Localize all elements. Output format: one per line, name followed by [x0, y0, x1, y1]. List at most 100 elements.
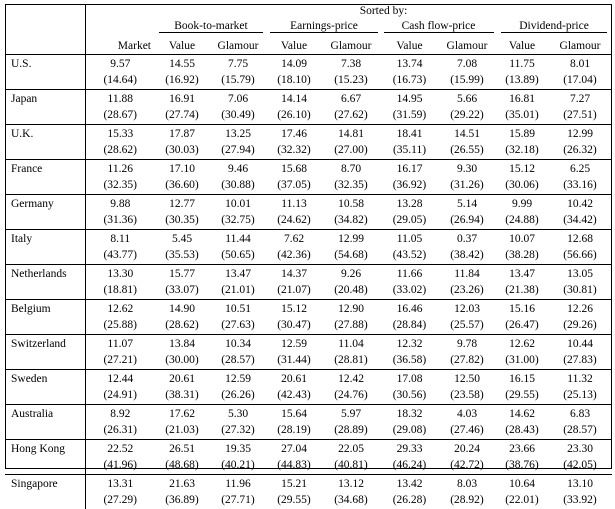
return-value: 11.44: [209, 230, 267, 246]
std-dev-value: (27.00): [321, 140, 381, 160]
return-value: 16.81: [496, 90, 548, 106]
country-name: Australia: [5, 405, 85, 421]
table-header: Sorted by: Book-to-market Earnings-price…: [5, 4, 612, 55]
return-value: 10.42: [548, 195, 612, 211]
std-dev-value: (27.63): [209, 315, 267, 335]
std-dev-value: (21.07): [267, 280, 321, 300]
std-dev-value: (29.05): [381, 210, 438, 230]
std-dev-value: (15.79): [209, 70, 267, 90]
std-dev-value: (27.71): [209, 490, 267, 509]
std-dev-value: (27.62): [321, 105, 381, 125]
std-dev-value: (26.55): [438, 140, 496, 160]
group-book-to-market: Book-to-market: [155, 18, 267, 34]
std-dev-value: (27.74): [155, 105, 209, 125]
std-dev-value: (36.58): [381, 350, 438, 370]
country-blank: [5, 315, 85, 335]
std-dev-value: (38.31): [155, 385, 209, 405]
return-value: 11.84: [438, 265, 496, 281]
country-blank: [5, 175, 85, 195]
std-dev-value: (21.38): [496, 280, 548, 300]
return-value: 11.05: [381, 230, 438, 246]
std-dev-value: (35.53): [155, 245, 209, 265]
return-value: 13.84: [155, 335, 209, 351]
group-dividend-price: Dividend-price: [496, 18, 612, 34]
std-dev-value: (36.92): [381, 175, 438, 195]
std-dev-value: (28.62): [155, 315, 209, 335]
return-value: 16.46: [381, 300, 438, 316]
return-value: 9.46: [209, 160, 267, 176]
return-value: 6.25: [548, 160, 612, 176]
return-value: 12.59: [209, 370, 267, 386]
return-value: 20.61: [267, 370, 321, 386]
return-value: 7.08: [438, 55, 496, 71]
return-value: 13.30: [85, 265, 155, 281]
return-value: 9.78: [438, 335, 496, 351]
header-corner-2: [5, 18, 85, 34]
return-value: 5.66: [438, 90, 496, 106]
std-dev-value: (30.03): [155, 140, 209, 160]
std-dev-value: (41.96): [85, 455, 155, 475]
column-bm-glamour: Glamour: [209, 34, 267, 55]
std-dev-value: (56.66): [548, 245, 612, 265]
country-blank: [5, 455, 85, 475]
std-dev-value: (26.32): [548, 140, 612, 160]
country-name: France: [5, 160, 85, 176]
return-value: 8.92: [85, 405, 155, 421]
return-value: 13.05: [548, 265, 612, 281]
std-dev-value: (29.08): [381, 420, 438, 440]
std-dev-value: (42.36): [267, 245, 321, 265]
table-row-tstats: (43.77)(35.53)(50.65)(42.36)(54.68)(43.5…: [5, 245, 612, 265]
column-bm-value: Value: [155, 34, 209, 55]
group-earnings-price: Earnings-price: [267, 18, 381, 34]
std-dev-value: (15.99): [438, 70, 496, 90]
return-value: 17.08: [381, 370, 438, 386]
return-value: 12.77: [155, 195, 209, 211]
std-dev-value: (16.73): [381, 70, 438, 90]
table-row-tstats: (28.67)(27.74)(30.49)(26.10)(27.62)(31.5…: [5, 105, 612, 125]
return-value: 17.10: [155, 160, 209, 176]
return-value: 9.88: [85, 195, 155, 211]
std-dev-value: (25.88): [85, 315, 155, 335]
std-dev-value: (42.05): [548, 455, 612, 475]
country-blank: [5, 490, 85, 509]
return-value: 0.37: [438, 230, 496, 246]
return-value: 8.03: [438, 475, 496, 491]
std-dev-value: (15.23): [321, 70, 381, 90]
return-value: 13.31: [85, 475, 155, 491]
return-value: 11.66: [381, 265, 438, 281]
return-value: 16.15: [496, 370, 548, 386]
std-dev-value: (32.18): [496, 140, 548, 160]
std-dev-value: (29.26): [548, 315, 612, 335]
return-value: 29.33: [381, 440, 438, 456]
std-dev-value: (26.10): [267, 105, 321, 125]
return-value: 9.26: [321, 265, 381, 281]
table-row-tstats: (27.29)(36.89)(27.71)(29.55)(34.68)(26.2…: [5, 490, 612, 509]
country-name: Germany: [5, 195, 85, 211]
return-value: 6.83: [548, 405, 612, 421]
std-dev-value: (30.06): [496, 175, 548, 195]
table-row-tstats: (32.35)(36.60)(30.88)(37.05)(32.35)(36.9…: [5, 175, 612, 195]
std-dev-value: (32.32): [267, 140, 321, 160]
std-dev-value: (24.62): [267, 210, 321, 230]
std-dev-value: (28.57): [209, 350, 267, 370]
return-value: 10.44: [548, 335, 612, 351]
return-value: 27.04: [267, 440, 321, 456]
std-dev-value: (27.83): [548, 350, 612, 370]
return-value: 12.03: [438, 300, 496, 316]
return-value: 7.06: [209, 90, 267, 106]
return-value: 7.75: [209, 55, 267, 71]
std-dev-value: (28.57): [548, 420, 612, 440]
std-dev-value: (25.57): [438, 315, 496, 335]
std-dev-value: (24.91): [85, 385, 155, 405]
return-value: 13.25: [209, 125, 267, 141]
std-dev-value: (28.62): [85, 140, 155, 160]
country-name: Belgium: [5, 300, 85, 316]
std-dev-value: (17.04): [548, 70, 612, 90]
std-dev-value: (30.47): [267, 315, 321, 335]
return-value: 12.99: [321, 230, 381, 246]
